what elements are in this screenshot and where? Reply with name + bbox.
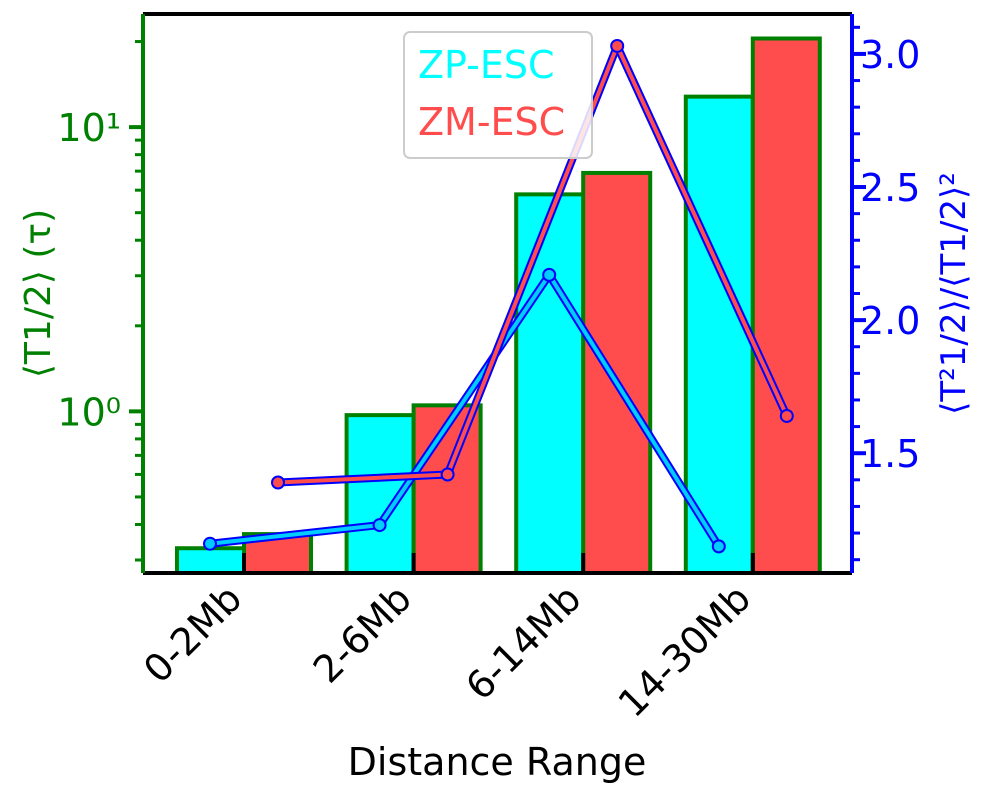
point-zm-esc-14-30Mb: [779, 408, 794, 423]
right-tick-label: 2.5: [860, 166, 920, 210]
x-tick-label: 2-6Mb: [305, 576, 420, 691]
x-tick-label: 0-2Mb: [135, 576, 250, 691]
bar-zp-esc-6-14Mb: [514, 192, 586, 575]
point-zp-esc-14-30Mb: [711, 539, 726, 554]
point-zp-esc-6-14Mb: [542, 267, 557, 282]
line-zp-esc: [209, 272, 721, 548]
point-zp-esc-2-6Mb: [372, 518, 387, 533]
left-axis-label: ⟨T1/2⟩ (τ): [18, 209, 59, 378]
x-tick-label: 6-14Mb: [457, 576, 589, 708]
bar-zm-esc-14-30Mb: [750, 36, 822, 576]
line-zm-esc: [277, 43, 789, 485]
x-axis-label: Distance Range: [348, 740, 647, 784]
bar-zp-esc-14-30Mb: [683, 94, 755, 576]
bars-layer: [175, 36, 822, 576]
bar-zm-esc-2-6Mb: [411, 403, 483, 575]
bar-zp-esc-0-2Mb: [175, 546, 246, 576]
left-tick-label: 10⁰: [57, 390, 121, 434]
left-tick-label: 10¹: [57, 106, 121, 150]
right-tick-label: 1.5: [860, 432, 920, 476]
point-zp-esc-0-2Mb: [203, 536, 217, 551]
legend-entry: ZM-ESC: [418, 100, 565, 144]
legend: ZP-ESC ZM-ESC: [403, 31, 593, 159]
right-axis-label: ⟨T²1/2⟩/⟨T1/2⟩²: [934, 172, 974, 415]
right-tick-label: 3.0: [860, 33, 920, 77]
legend-box: [403, 31, 593, 159]
point-zm-esc-0-2Mb: [271, 475, 285, 490]
x-tick-label: 14-30Mb: [610, 576, 759, 725]
point-zm-esc-6-14Mb: [610, 38, 625, 53]
lines-layer: [203, 38, 794, 554]
legend-entry: ZP-ESC: [418, 43, 555, 87]
right-tick-label: 2.0: [860, 299, 920, 343]
point-zm-esc-2-6Mb: [440, 467, 455, 482]
bar-zm-esc-6-14Mb: [581, 170, 653, 576]
